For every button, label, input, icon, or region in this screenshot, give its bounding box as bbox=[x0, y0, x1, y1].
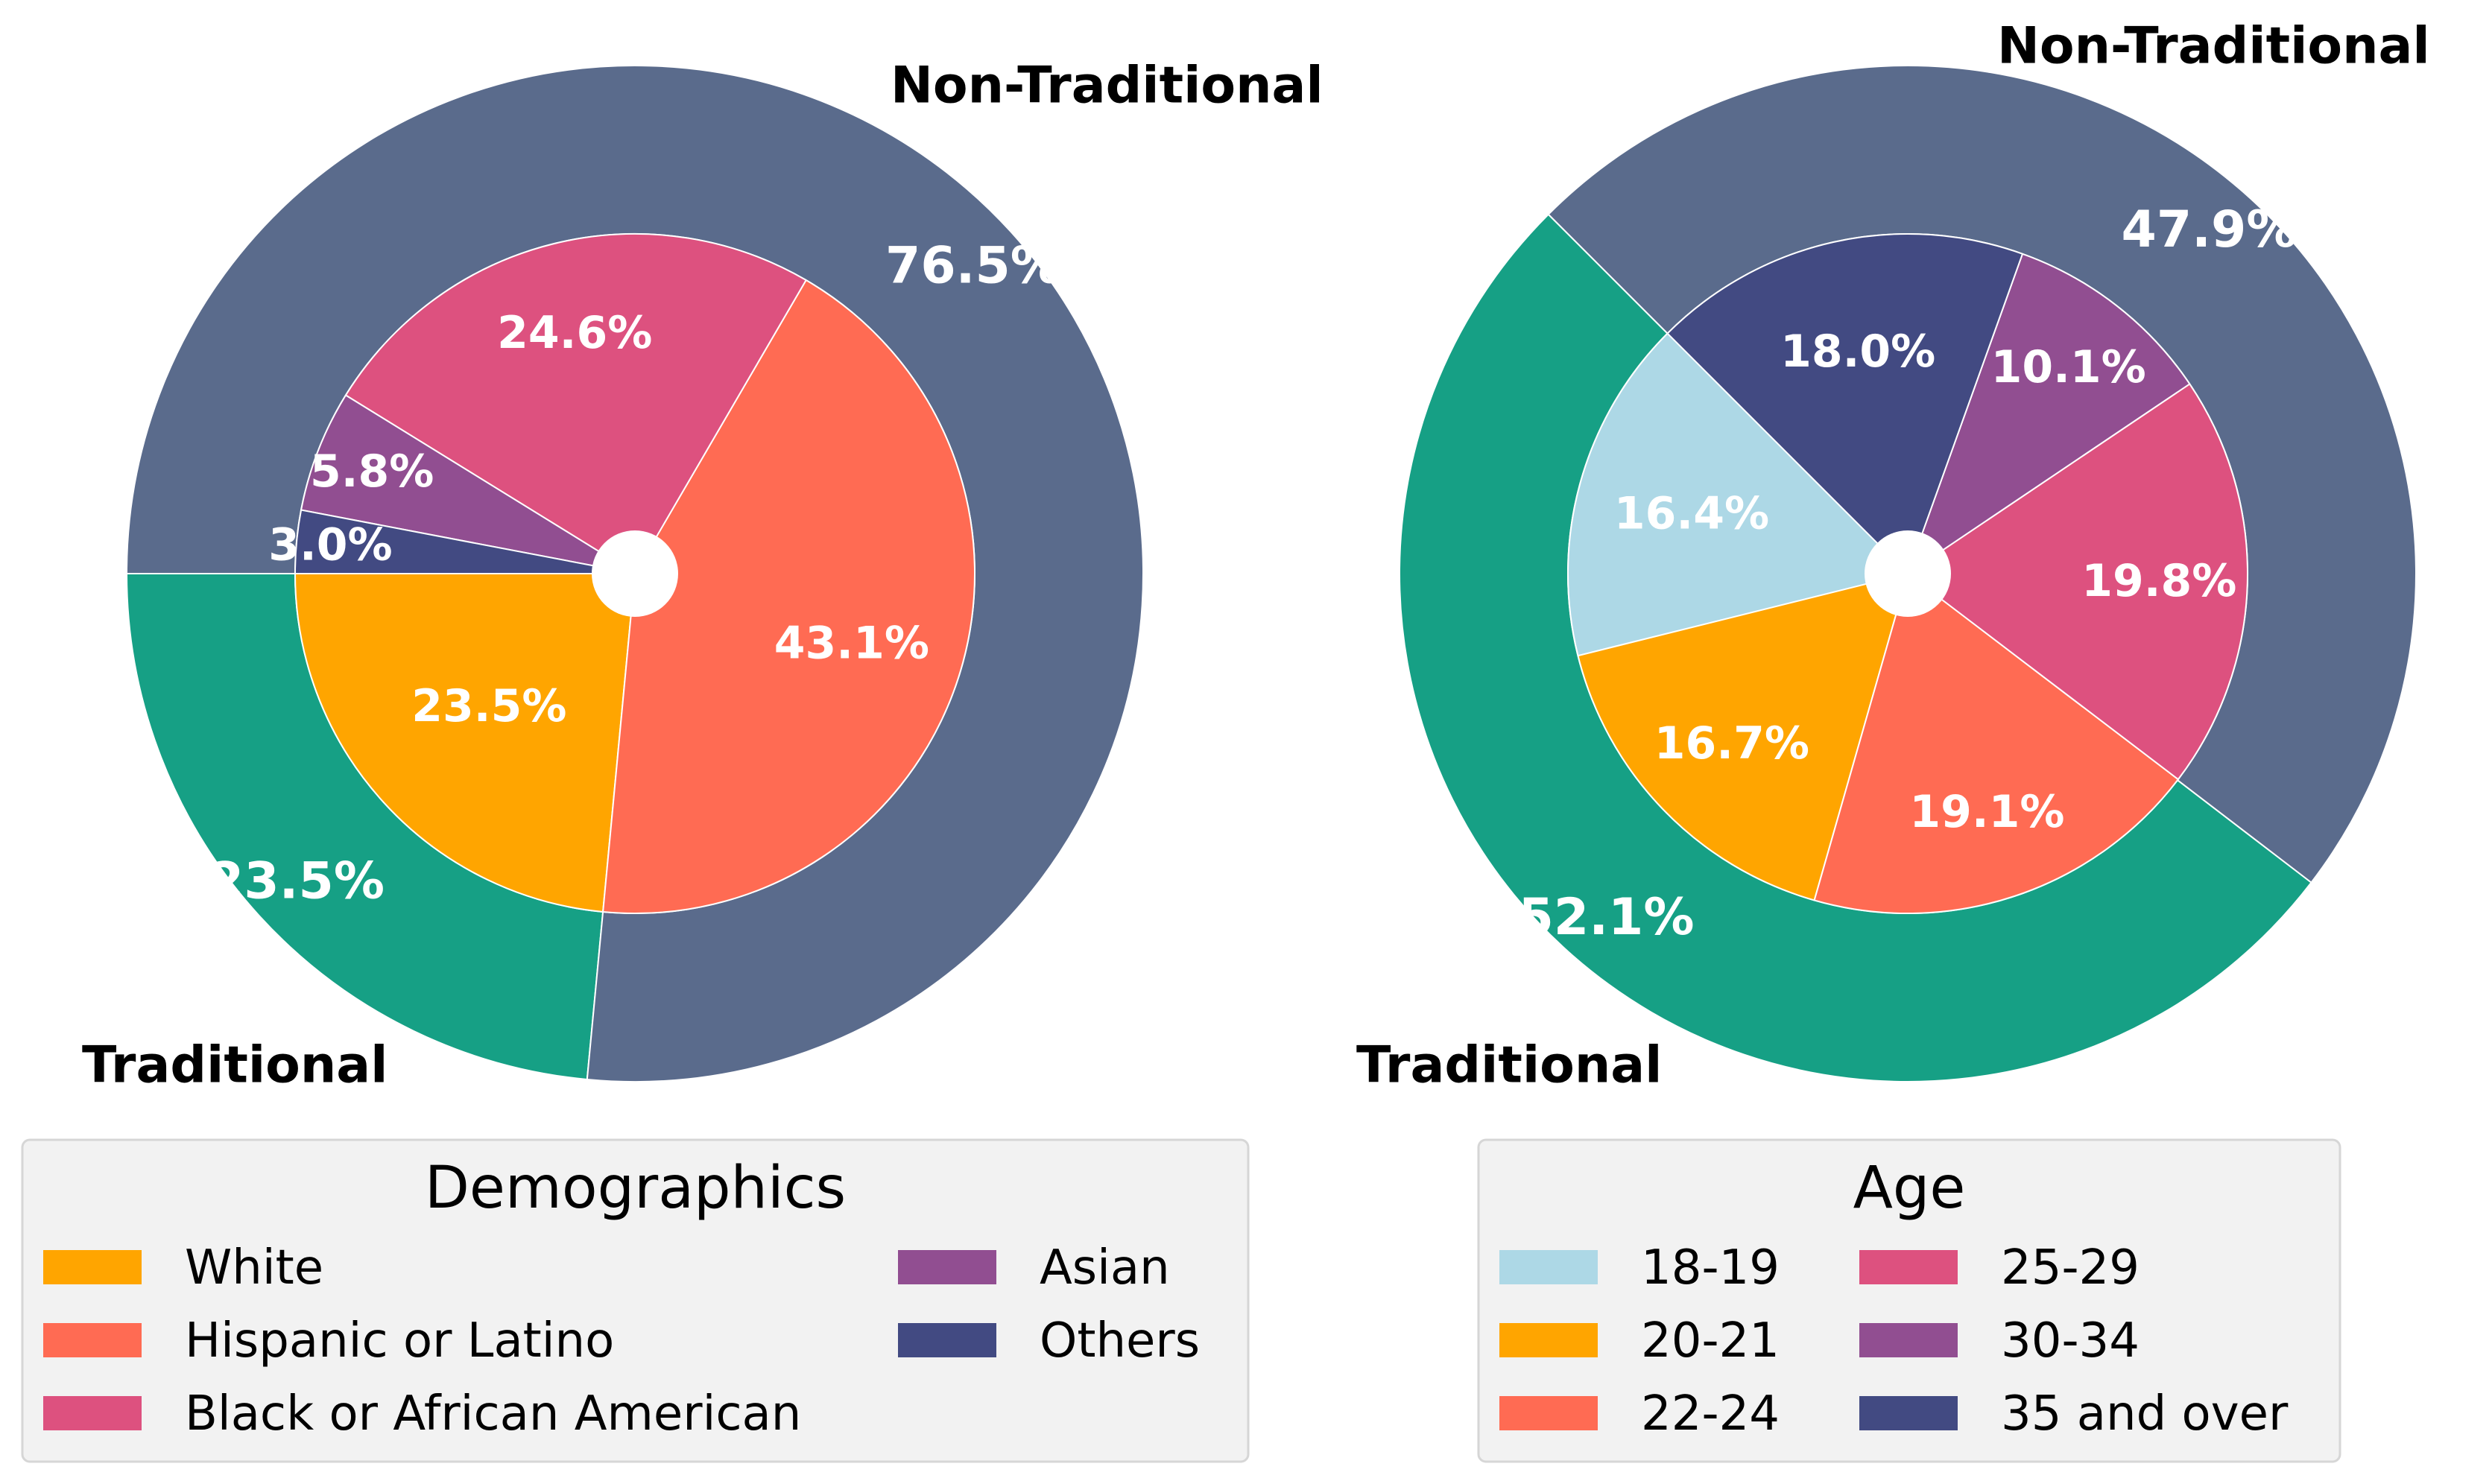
inner-value-label-asian: 5.8% bbox=[310, 445, 434, 498]
legend-title: Age bbox=[1853, 1155, 1966, 1222]
legend-swatch bbox=[43, 1250, 142, 1284]
legend-label: Others bbox=[1040, 1313, 1200, 1369]
inner-value-label-35-and-over: 18.0% bbox=[1780, 326, 1935, 378]
charts-layer: 23.5% 76.5% Traditional Non-Traditional 23.5… bbox=[21, 17, 2430, 1463]
outer-category-label-non-traditional: Non-Traditional bbox=[1997, 17, 2430, 76]
legend-label: 30-34 bbox=[2001, 1313, 2140, 1369]
outer-category-label-traditional: Traditional bbox=[82, 1036, 388, 1095]
inner-slice-20-21 bbox=[1577, 572, 1909, 901]
legend-swatch bbox=[43, 1396, 142, 1430]
inner-value-label-22-24: 19.1% bbox=[1909, 786, 2064, 838]
pie-chart-2: 52.1% 47.9% Traditional Non-Traditional 16.4… bbox=[1356, 17, 2430, 1463]
legend-item-black-or-african-american: Black or African American bbox=[43, 1386, 801, 1442]
legend-item-22-24: 22-24 bbox=[1499, 1386, 1780, 1442]
legend-label: Hispanic or Latino bbox=[185, 1313, 614, 1369]
inner-slice-30-34 bbox=[1906, 253, 2191, 576]
center-hole bbox=[1865, 530, 1951, 617]
inner-slice-35-and-over bbox=[1666, 233, 2024, 575]
legend-swatch bbox=[898, 1323, 996, 1357]
legend-item-35-and-over: 35 and over bbox=[1859, 1386, 2289, 1442]
legend-title: Demographics bbox=[425, 1155, 846, 1222]
outer-value-label-non-traditional: 47.9% bbox=[2122, 200, 2297, 259]
legend-item-25-29: 25-29 bbox=[1859, 1240, 2140, 1296]
outer-value-label-traditional: 23.5% bbox=[209, 852, 385, 911]
legend-item-others: Others bbox=[898, 1313, 1200, 1369]
center-hole bbox=[592, 530, 678, 617]
outer-category-label-non-traditional: Non-Traditional bbox=[891, 57, 1324, 115]
inner-slice-asian bbox=[300, 394, 636, 574]
inner-slice-25-29 bbox=[1906, 383, 2248, 781]
legend-swatch bbox=[1499, 1396, 1598, 1430]
inner-slice-others bbox=[294, 509, 636, 574]
outer-category-label-traditional: Traditional bbox=[1356, 1036, 1662, 1095]
legend-swatch bbox=[898, 1250, 996, 1284]
legend-demographics: Demographics White Hispanic or Latino Black… bbox=[21, 1138, 1250, 1463]
outer-value-label-non-traditional: 76.5% bbox=[885, 236, 1061, 295]
legend-label: 22-24 bbox=[1641, 1386, 1780, 1442]
legend-item-white: White bbox=[43, 1240, 323, 1296]
inner-value-label-black-or-african-american: 24.6% bbox=[497, 307, 652, 359]
outer-value-label-traditional: 52.1% bbox=[1519, 888, 1695, 947]
legend-label: 25-29 bbox=[2001, 1240, 2140, 1296]
inner-value-label-20-21: 16.7% bbox=[1654, 717, 1809, 770]
inner-value-label-18-19: 16.4% bbox=[1614, 488, 1769, 540]
legend-swatch bbox=[1859, 1250, 1958, 1284]
legend-swatch bbox=[1859, 1396, 1958, 1430]
legend-label: Black or African American bbox=[185, 1386, 801, 1442]
inner-value-label-white: 23.5% bbox=[411, 680, 566, 732]
legend-label: White bbox=[185, 1240, 323, 1296]
legend-label: 20-21 bbox=[1641, 1313, 1780, 1369]
inner-value-label-25-29: 19.8% bbox=[2081, 555, 2236, 607]
inner-value-label-hispanic-or-latino: 43.1% bbox=[774, 617, 929, 669]
legend-box bbox=[1477, 1138, 2341, 1463]
legend-item-18-19: 18-19 bbox=[1499, 1240, 1780, 1296]
inner-slice-hispanic-or-latino bbox=[601, 279, 976, 914]
legend-label: 35 and over bbox=[2001, 1386, 2289, 1442]
inner-slice-white bbox=[294, 573, 636, 913]
inner-value-label-30-34: 10.1% bbox=[1991, 341, 2146, 393]
legend-label: Asian bbox=[1040, 1240, 1170, 1296]
legend-label: 18-19 bbox=[1641, 1240, 1780, 1296]
inner-slice-22-24 bbox=[1813, 572, 2180, 914]
legend-item-asian: Asian bbox=[898, 1240, 1170, 1296]
legend-age: Age 18-19 20-21 22-24 25-29 30-34 35 and over bbox=[1477, 1138, 2341, 1463]
legend-swatch bbox=[1859, 1323, 1958, 1357]
inner-slice-18-19 bbox=[1567, 332, 1909, 657]
legend-item-20-21: 20-21 bbox=[1499, 1313, 1780, 1369]
legend-swatch bbox=[43, 1323, 142, 1357]
legend-box bbox=[21, 1138, 1250, 1463]
inner-value-label-others: 3.0% bbox=[268, 519, 392, 571]
legend-item-30-34: 30-34 bbox=[1859, 1313, 2140, 1369]
inner-slice-black-or-african-american bbox=[344, 233, 808, 575]
pie-chart-1: 23.5% 76.5% Traditional Non-Traditional 23.5… bbox=[21, 57, 1324, 1463]
legend-item-hispanic-or-latino: Hispanic or Latino bbox=[43, 1313, 614, 1369]
legend-swatch bbox=[1499, 1250, 1598, 1284]
legend-swatch bbox=[1499, 1323, 1598, 1357]
